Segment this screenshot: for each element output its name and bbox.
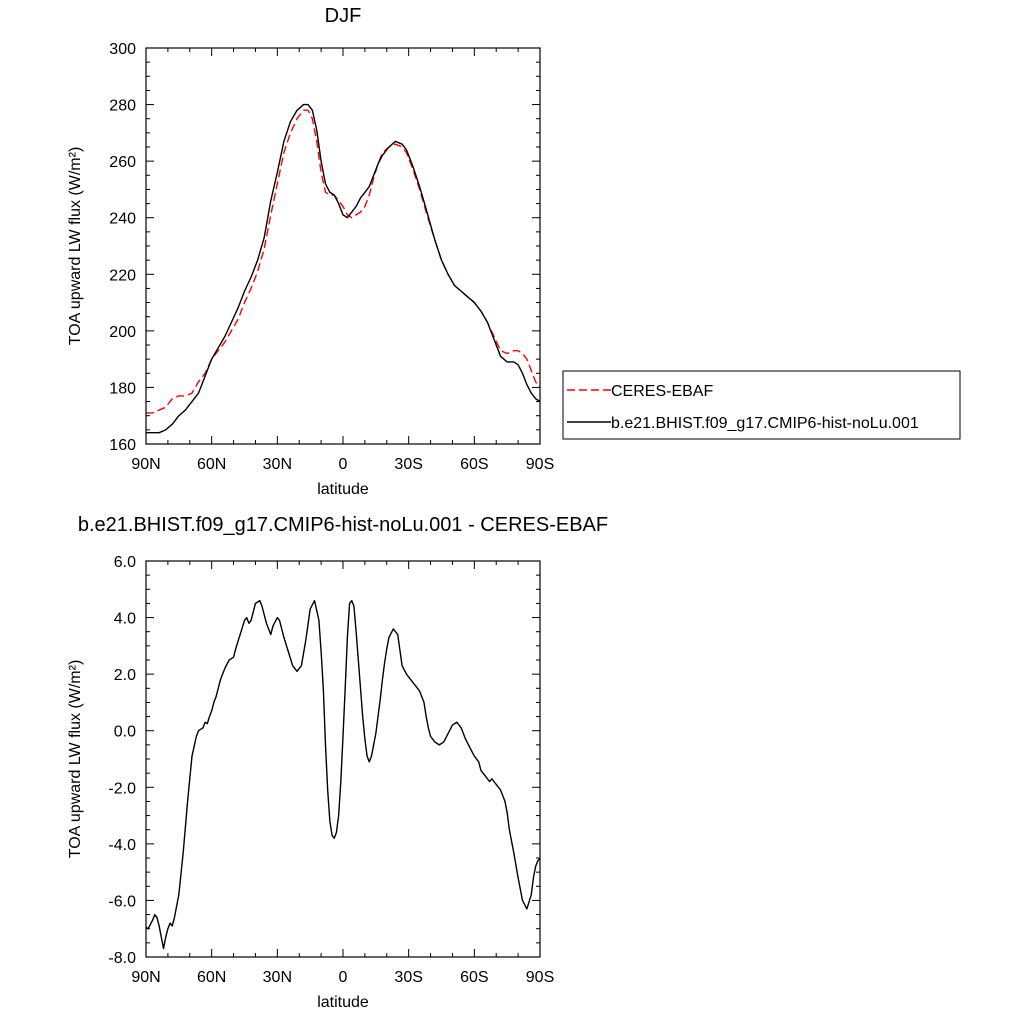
y-tick-label: 280 (109, 98, 136, 115)
series-line-1 (146, 109, 540, 414)
x-tick-label: 90S (526, 456, 554, 473)
legend: CERES-EBAF b.e21.BHIST.f09_g17.CMIP6-hist… (562, 370, 961, 440)
y-tick-label: 160 (109, 437, 136, 454)
x-tick-label: 0 (339, 969, 348, 986)
plot-frame (145, 47, 541, 445)
y-tick-label: 260 (109, 154, 136, 171)
series-line-1 (146, 599, 540, 950)
y-tick-label: -6.0 (108, 893, 136, 910)
series-line-2 (146, 103, 540, 434)
legend-label-1: CERES-EBAF (611, 383, 713, 400)
chart-title: b.e21.BHIST.f09_g17.CMIP6-hist-noLu.001 … (78, 514, 608, 536)
x-axis-title: latitude (317, 481, 369, 498)
x-tick-label: 0 (339, 456, 348, 473)
y-axis-title: TOA upward LW flux (W/m²) (67, 660, 84, 859)
x-tick-label: 90N (131, 456, 160, 473)
x-tick-label: 30N (263, 969, 292, 986)
y-axis-title: TOA upward LW flux (W/m²) (67, 147, 84, 346)
x-tick-label: 90N (131, 969, 160, 986)
chart-panel-1: DJF 90N 60N 30N 0 30S 60S 90S 160 180 200 220 240 260… (67, 5, 961, 498)
y-tick-label: 6.0 (114, 554, 136, 571)
legend-label-2: b.e21.BHIST.f09_g17.CMIP6-hist-noLu.001 (611, 415, 919, 432)
y-tick-label: 200 (109, 324, 136, 341)
x-tick-label: 30S (394, 969, 422, 986)
x-tick-label: 60N (197, 969, 226, 986)
x-tick-label: 90S (526, 969, 554, 986)
y-tick-label: 0.0 (114, 724, 136, 741)
chart-panel-2: b.e21.BHIST.f09_g17.CMIP6-hist-noLu.001 … (67, 514, 608, 1011)
x-axis-title: latitude (317, 994, 369, 1011)
x-tick-label: 30N (263, 456, 292, 473)
panels: DJF 90N 60N 30N 0 30S 60S 90S 160 180 200 220 240 260… (67, 5, 961, 1011)
chart-title: DJF (325, 5, 362, 27)
y-tick-label: 300 (109, 41, 136, 58)
x-tick-label: 60N (197, 456, 226, 473)
y-tick-label: -8.0 (108, 950, 136, 967)
y-tick-label: -4.0 (108, 837, 136, 854)
legend-box (562, 370, 961, 440)
x-tick-label: 30S (394, 456, 422, 473)
y-tick-label: 240 (109, 211, 136, 228)
y-tick-label: -2.0 (108, 780, 136, 797)
x-tick-label: 60S (460, 969, 488, 986)
y-tick-label: 220 (109, 267, 136, 284)
y-tick-label: 2.0 (114, 667, 136, 684)
y-tick-label: 180 (109, 380, 136, 397)
y-tick-label: 4.0 (114, 611, 136, 628)
x-tick-label: 60S (460, 456, 488, 473)
plot-frame (145, 560, 541, 958)
